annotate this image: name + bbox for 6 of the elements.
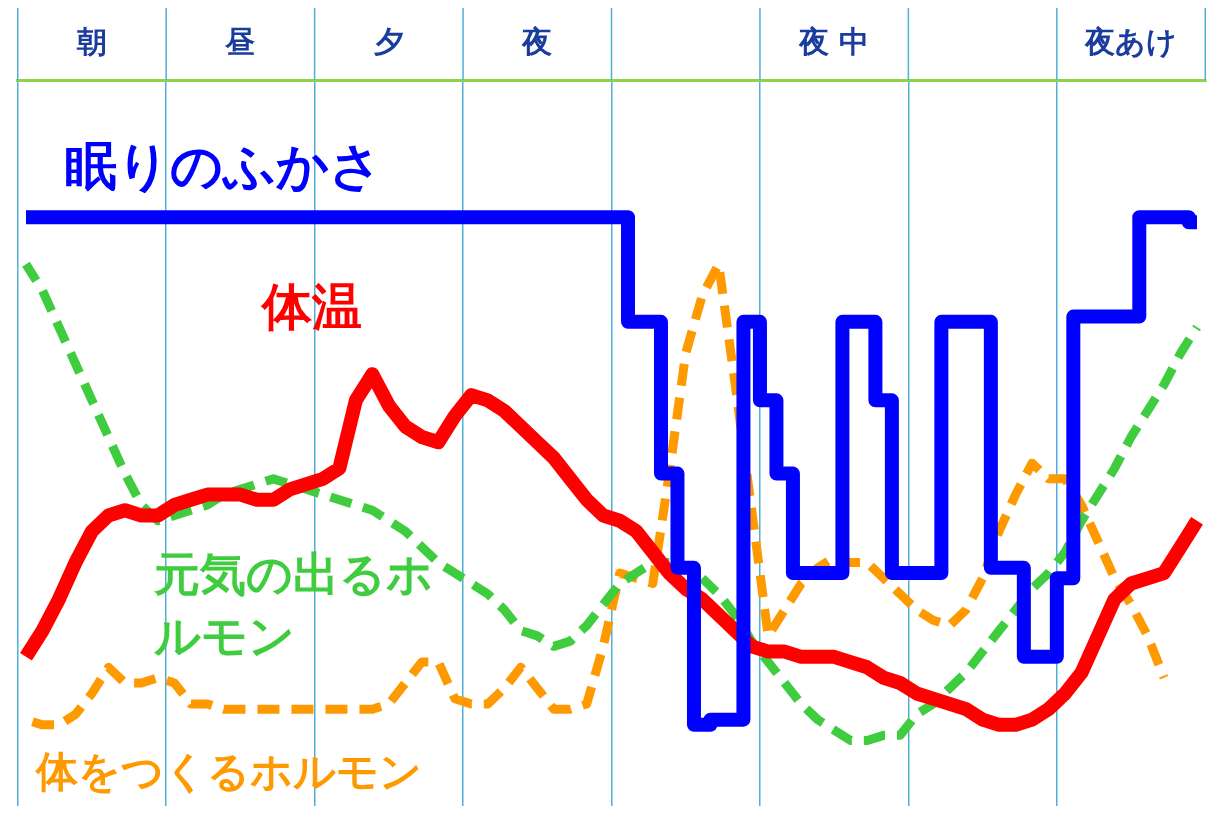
x-tick-label: 夜 xyxy=(521,23,553,59)
x-tick-label: 夜 中 xyxy=(797,23,870,59)
x-tick-label: 夜あけ xyxy=(1084,23,1178,59)
x-tick-label: 夕 xyxy=(372,23,404,59)
x-tick-label: 朝 xyxy=(75,23,107,59)
x-tick-label: 昼 xyxy=(224,23,256,59)
